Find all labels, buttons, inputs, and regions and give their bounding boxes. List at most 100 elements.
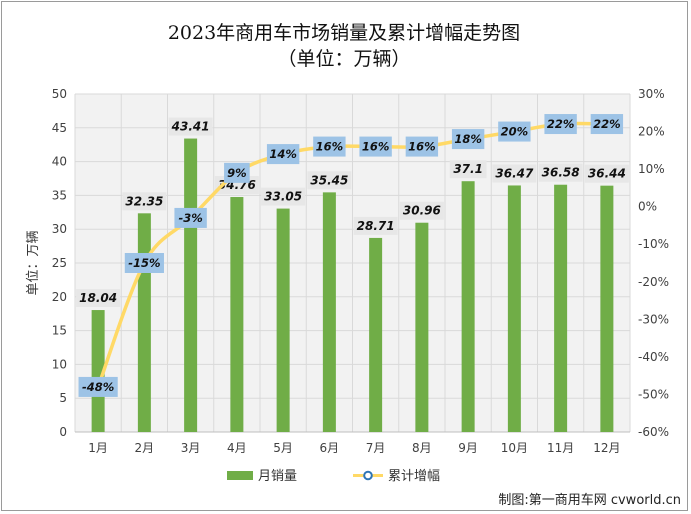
line-value-label-box [359, 136, 392, 157]
line-value-label-box [78, 376, 118, 397]
legend-bar-label: 月销量 [258, 469, 297, 484]
y2-tick-label: -50% [638, 387, 669, 401]
bar [600, 185, 614, 432]
bar-value-label: 28.71 [357, 219, 395, 233]
bar [322, 192, 336, 432]
x-tick-label: 9月 [458, 441, 478, 455]
bar-value-label: 36.44 [588, 167, 626, 181]
y2-tick-label: 20% [638, 125, 665, 139]
bar [554, 184, 568, 432]
line-value-label-box [266, 144, 300, 165]
chart-title: 2023年商用车市场销量及累计增幅走势图 [168, 22, 520, 44]
y2-tick-label: 10% [638, 162, 665, 176]
x-tick-label: 5月 [273, 441, 293, 455]
line-value-label-box [174, 207, 207, 228]
legend: 月销量 累计增幅 [227, 469, 440, 484]
line-value-label: -3% [178, 211, 202, 225]
x-tick-label: 11月 [547, 441, 574, 455]
x-tick-label: 7月 [366, 441, 386, 455]
y-tick-label: 30 [52, 222, 67, 236]
y2-tick-label: -40% [638, 350, 669, 364]
y-tick-label: 40 [52, 155, 67, 169]
line-value-label-box [405, 136, 439, 157]
x-tick-label: 2月 [135, 441, 155, 455]
line-value-label: 14% [269, 147, 297, 161]
bar-value-label-bg [307, 171, 352, 190]
x-tick-label: 8月 [412, 441, 432, 455]
line-value-label-box [451, 129, 485, 150]
bar-value-label-bg [353, 216, 398, 235]
x-tick-label: 6月 [320, 441, 340, 455]
y-tick-label: 10 [52, 357, 67, 371]
y-tick-label: 5 [59, 391, 67, 405]
bar-value-label: 18.04 [79, 291, 117, 305]
x-tick-label: 4月 [227, 441, 247, 455]
y-axis-label: 单位：万辆 [26, 230, 41, 295]
y2-axis-ticks: -60% -50% -40% -30% -20% -10% 0% 10% 20% 30% [638, 87, 669, 439]
line-value-label: 20% [501, 125, 529, 139]
bar [415, 222, 429, 432]
bar [461, 181, 475, 432]
bar-value-label-bg [449, 160, 487, 179]
bar-value-label: 35.45 [310, 173, 348, 187]
x-tick-label: 3月 [181, 441, 201, 455]
bar-data-labels: 18.0432.3543.4134.7633.0535.4528.7130.96… [76, 117, 629, 308]
line-value-label: 18% [454, 132, 482, 146]
legend-bar-swatch [227, 471, 253, 480]
legend-line-label: 累计增幅 [388, 469, 440, 484]
line-value-label-box [590, 114, 624, 135]
y-tick-label: 45 [52, 121, 67, 135]
bar-value-label-bg [584, 164, 629, 183]
line-value-label-box [124, 253, 164, 273]
bar-value-label-bg [492, 164, 537, 183]
bar [91, 310, 105, 432]
y-tick-label: 15 [52, 324, 67, 338]
y2-tick-label: 30% [638, 87, 665, 101]
y2-tick-label: -20% [638, 275, 669, 289]
x-tick-label: 1月 [88, 441, 108, 455]
y2-tick-label: -10% [638, 237, 669, 251]
bar-value-label: 36.47 [495, 166, 534, 180]
line-value-label: -48% [82, 380, 114, 394]
bar-value-label: 36.58 [542, 166, 580, 180]
line-value-label: 22% [593, 117, 621, 131]
line-value-label: 16% [316, 140, 344, 154]
bar [276, 208, 290, 432]
y-tick-label: 50 [52, 87, 67, 101]
bar-value-label-bg [122, 192, 167, 211]
bar-value-label-bg [168, 117, 213, 136]
bar-value-label-bg [76, 289, 121, 308]
bar-value-label: 32.35 [125, 194, 163, 208]
y-tick-label: 0 [59, 425, 67, 439]
bar-value-label-bg [261, 187, 306, 206]
x-axis-ticks: 1月 2月 3月 4月 5月 6月 7月 8月 9月 10月 11月 12月 [88, 441, 620, 455]
bar [137, 213, 151, 432]
grid [74, 93, 631, 433]
x-tick-label: 10月 [501, 441, 528, 455]
line-data-labels: -48% -15% -3% 9% 14% 16% 16% 16% 18% 20% 22% 22% [78, 114, 624, 397]
legend-line-marker [363, 470, 373, 481]
bar [184, 138, 198, 432]
line-value-label-box [313, 136, 346, 157]
bar-value-label: 43.41 [171, 120, 210, 134]
credit-text: 制图:第一商用车网 cvworld.cn [498, 492, 681, 508]
y2-tick-label: 0% [638, 200, 657, 214]
line-value-label-box [498, 121, 531, 142]
bar [369, 237, 383, 432]
y-tick-label: 25 [52, 256, 67, 270]
bar-value-label: 33.05 [264, 190, 302, 204]
y-axis-ticks: 0 5 10 15 20 25 30 35 40 45 50 [52, 87, 67, 439]
line-value-label: 16% [408, 140, 436, 154]
bar [507, 185, 521, 432]
y-tick-label: 20 [52, 290, 67, 304]
line-value-label: 22% [547, 117, 575, 131]
x-tick-label: 12月 [593, 441, 620, 455]
bar-series [91, 138, 614, 432]
line-value-label: 9% [227, 166, 247, 180]
bar-value-label: 37.1 [453, 162, 483, 176]
line-value-label-box [544, 114, 577, 135]
chart-subtitle: （单位：万辆） [277, 48, 410, 70]
line-value-label: 16% [362, 140, 390, 154]
line-value-label: -15% [128, 256, 160, 270]
